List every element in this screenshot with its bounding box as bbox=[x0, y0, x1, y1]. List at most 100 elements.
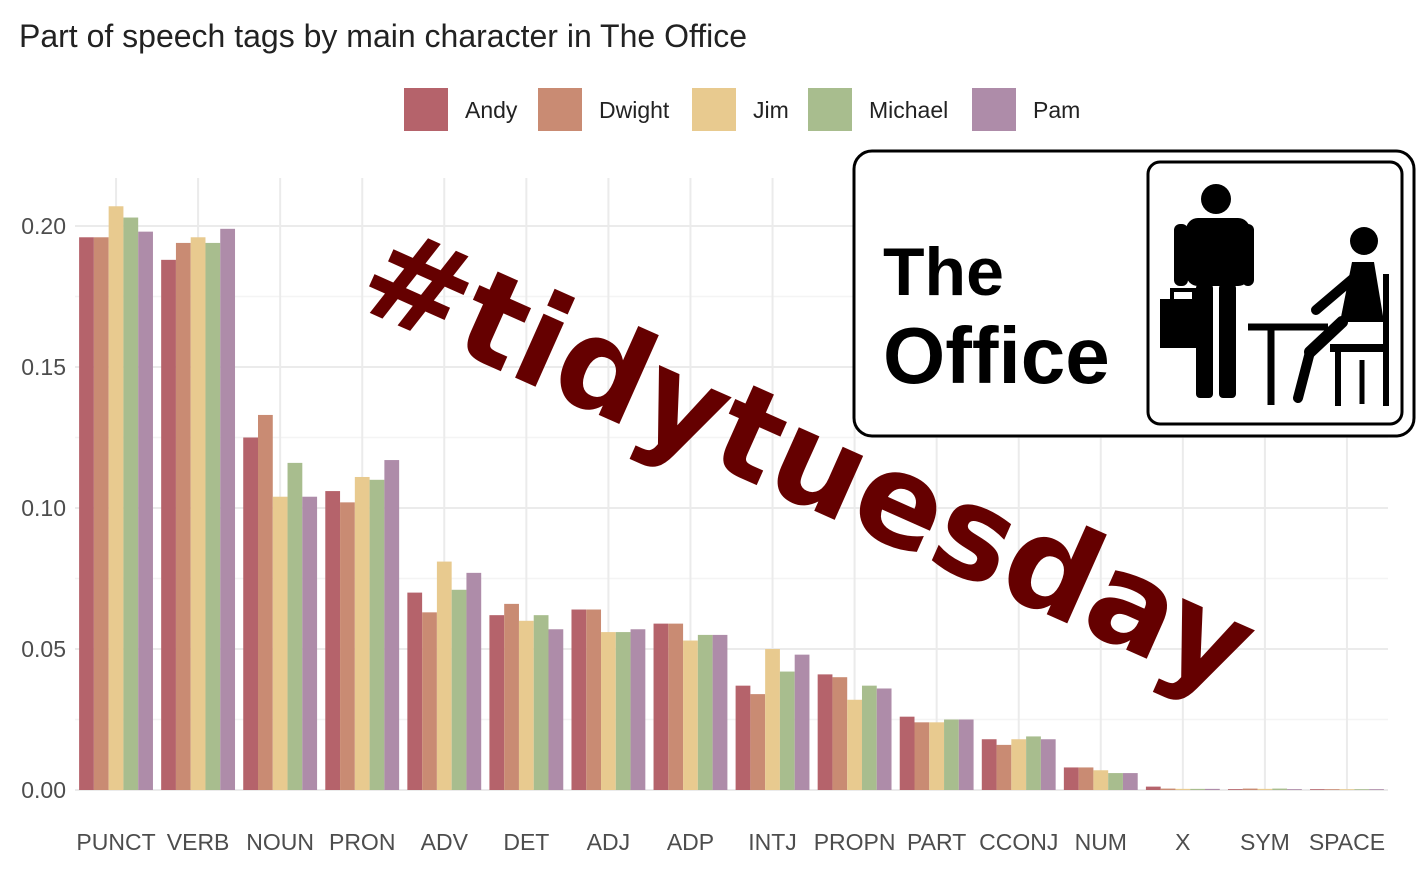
bar-michael-x bbox=[1190, 788, 1206, 790]
bar-andy-num bbox=[1063, 767, 1079, 790]
bar-michael-intj bbox=[779, 671, 795, 790]
logo-text-office: Office bbox=[883, 311, 1110, 400]
y-tick-label: 0.00 bbox=[21, 777, 66, 803]
bar-dwight-det bbox=[504, 603, 519, 790]
legend-label: Pam bbox=[1033, 97, 1080, 123]
bar-jim-adv bbox=[436, 561, 452, 790]
bar-jim-cconj bbox=[1011, 739, 1027, 790]
y-tick-label: 0.15 bbox=[21, 354, 66, 380]
bar-andy-adp bbox=[653, 623, 669, 790]
table-icon bbox=[1248, 323, 1328, 405]
x-tick-label: PRON bbox=[329, 829, 395, 855]
bar-andy-pron bbox=[325, 491, 341, 790]
bar-michael-punct bbox=[123, 217, 139, 791]
bar-andy-propn bbox=[817, 674, 833, 790]
y-tick-label: 0.05 bbox=[21, 636, 66, 662]
bar-jim-propn bbox=[847, 699, 862, 790]
bar-michael-part bbox=[944, 719, 959, 790]
x-tick-label: PART bbox=[907, 829, 966, 855]
bar-dwight-part bbox=[914, 722, 930, 790]
the-office-logo: The Office bbox=[852, 149, 1416, 438]
bar-andy-det bbox=[489, 615, 505, 790]
bar-jim-num bbox=[1093, 770, 1109, 790]
bar-michael-sym bbox=[1272, 788, 1288, 790]
x-tick-label: INTJ bbox=[748, 829, 797, 855]
legend-swatch bbox=[538, 88, 582, 131]
x-tick-label: ADV bbox=[421, 829, 469, 855]
bar-andy-intj bbox=[735, 685, 751, 790]
bar-dwight-x bbox=[1160, 788, 1176, 790]
bar-michael-det bbox=[533, 615, 549, 790]
bar-dwight-punct bbox=[93, 237, 109, 790]
legend-item-dwight: Dwight bbox=[538, 88, 670, 131]
logo-text-the: The bbox=[883, 234, 1004, 310]
bar-andy-noun bbox=[243, 437, 258, 790]
bar-jim-noun bbox=[272, 496, 288, 790]
bar-michael-cconj bbox=[1026, 736, 1041, 790]
bar-dwight-space bbox=[1324, 789, 1340, 790]
legend-swatch bbox=[404, 88, 448, 131]
bar-michael-adv bbox=[451, 589, 467, 790]
y-axis: 0.00 0.05 0.10 0.15 0.20 bbox=[21, 213, 66, 803]
x-tick-label: SYM bbox=[1240, 829, 1290, 855]
bar-dwight-adv bbox=[422, 612, 437, 790]
legend-swatch bbox=[972, 88, 1016, 131]
legend-label: Michael bbox=[869, 97, 948, 123]
bar-pam-cconj bbox=[1040, 739, 1056, 790]
bar-pam-part bbox=[958, 719, 974, 790]
chart-title: Part of speech tags by main character in… bbox=[19, 18, 747, 54]
bar-dwight-adj bbox=[586, 609, 602, 790]
legend-swatch bbox=[692, 88, 736, 131]
briefcase-icon bbox=[1160, 288, 1206, 348]
bar-pam-num bbox=[1122, 773, 1138, 790]
legend-item-jim: Jim bbox=[692, 88, 789, 131]
bar-andy-adj bbox=[571, 609, 587, 790]
x-tick-label: ADJ bbox=[587, 829, 630, 855]
bar-andy-part bbox=[899, 716, 915, 790]
bar-michael-noun bbox=[287, 462, 303, 790]
bar-jim-adj bbox=[601, 632, 616, 790]
bar-jim-adp bbox=[683, 640, 698, 790]
bar-pam-det bbox=[548, 629, 564, 790]
bar-pam-sym bbox=[1287, 789, 1302, 790]
bar-andy-verb bbox=[161, 259, 176, 791]
bar-andy-sym bbox=[1227, 789, 1243, 790]
bar-jim-det bbox=[518, 620, 534, 790]
seated-person-icon bbox=[1293, 227, 1384, 403]
bar-pam-intj bbox=[794, 654, 810, 790]
bar-jim-x bbox=[1175, 788, 1191, 790]
bar-andy-adv bbox=[407, 592, 423, 790]
bar-michael-num bbox=[1108, 773, 1123, 790]
bar-dwight-cconj bbox=[996, 744, 1012, 790]
bars bbox=[79, 206, 1384, 791]
legend-swatch bbox=[808, 88, 852, 131]
bar-michael-adp bbox=[697, 634, 713, 790]
bar-pam-x bbox=[1205, 788, 1220, 790]
legend-label: Dwight bbox=[599, 97, 670, 123]
bar-pam-space bbox=[1369, 789, 1384, 790]
bar-dwight-sym bbox=[1242, 788, 1258, 790]
bar-jim-space bbox=[1339, 789, 1355, 790]
bar-dwight-verb bbox=[175, 242, 191, 791]
bar-pam-propn bbox=[876, 688, 892, 790]
bar-michael-pron bbox=[369, 479, 385, 790]
y-tick-label: 0.20 bbox=[21, 213, 66, 239]
x-tick-label: NOUN bbox=[246, 829, 314, 855]
x-tick-label: DET bbox=[503, 829, 549, 855]
bar-dwight-propn bbox=[832, 677, 848, 790]
bar-pam-verb bbox=[220, 228, 236, 790]
bar-jim-part bbox=[929, 722, 945, 790]
bar-michael-space bbox=[1354, 789, 1370, 790]
bar-pam-adv bbox=[466, 572, 482, 790]
x-tick-label: SPACE bbox=[1309, 829, 1385, 855]
bar-jim-verb bbox=[190, 237, 206, 790]
bar-jim-intj bbox=[765, 649, 780, 790]
bar-dwight-num bbox=[1078, 767, 1094, 790]
bar-andy-cconj bbox=[981, 739, 997, 790]
bar-dwight-noun bbox=[257, 414, 273, 790]
bar-jim-punct bbox=[108, 206, 124, 790]
bar-pam-adj bbox=[630, 629, 646, 790]
bar-pam-pron bbox=[384, 460, 400, 790]
bar-dwight-pron bbox=[340, 502, 355, 790]
